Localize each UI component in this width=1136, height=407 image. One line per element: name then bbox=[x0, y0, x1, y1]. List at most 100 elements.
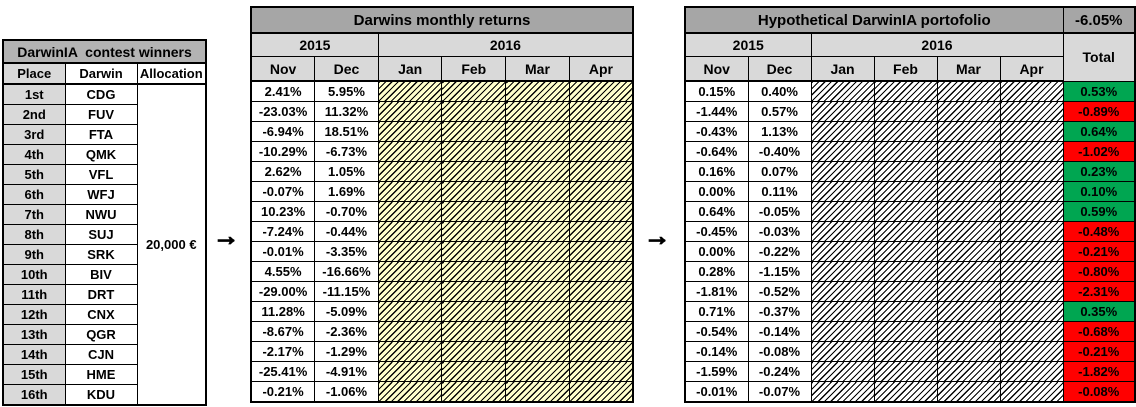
future-month-cell bbox=[377, 361, 443, 382]
darwin-cell: SUJ bbox=[64, 224, 138, 245]
return-cell-dec: -1.29% bbox=[314, 341, 379, 362]
month-header-apr: Apr bbox=[568, 56, 634, 82]
table-row: 5th VFL bbox=[2, 164, 206, 185]
col-header-darwin: Darwin bbox=[64, 62, 138, 85]
future-month-cell bbox=[505, 341, 570, 362]
future-month-cell bbox=[936, 101, 1001, 122]
table-row: 2.62% 1.05% bbox=[250, 161, 634, 182]
row-total-cell: 0.10% bbox=[1062, 181, 1136, 202]
place-cell: 11th bbox=[2, 284, 66, 305]
return-cell-dec: 1.69% bbox=[314, 181, 379, 202]
table-row: 1st CDG 20,000 € bbox=[2, 83, 207, 406]
future-month-cell bbox=[810, 101, 875, 122]
row-total-cell: -1.82% bbox=[1062, 361, 1136, 382]
future-month-cell bbox=[441, 201, 507, 222]
future-month-cell bbox=[999, 241, 1064, 262]
return-cell-nov: 0.71% bbox=[684, 301, 749, 322]
future-month-cell bbox=[810, 181, 875, 202]
table-row: 0.71% -0.37% 0.35% bbox=[684, 301, 1136, 322]
future-month-cell bbox=[936, 281, 1001, 302]
future-month-cell bbox=[873, 301, 938, 322]
return-cell-nov: -0.07% bbox=[250, 181, 316, 202]
future-month-cell bbox=[936, 301, 1001, 322]
table-row: -6.94% 18.51% bbox=[250, 121, 634, 142]
future-month-cell bbox=[936, 201, 1001, 222]
place-cell: 16th bbox=[2, 384, 66, 406]
future-month-cell bbox=[810, 341, 875, 362]
future-month-cell bbox=[441, 221, 507, 242]
future-month-cell bbox=[505, 301, 570, 322]
month-header-nov: Nov bbox=[250, 56, 316, 82]
future-month-cell bbox=[377, 201, 443, 222]
future-month-cell bbox=[999, 141, 1064, 162]
return-cell-nov: -29.00% bbox=[250, 281, 316, 302]
future-month-cell bbox=[936, 221, 1001, 242]
future-month-cell bbox=[568, 361, 634, 382]
row-total-cell: 0.64% bbox=[1062, 121, 1136, 142]
row-total-cell: 0.35% bbox=[1062, 301, 1136, 322]
future-month-cell bbox=[873, 381, 938, 403]
future-month-cell bbox=[505, 141, 570, 162]
return-cell-nov: -0.45% bbox=[684, 221, 749, 242]
future-month-cell bbox=[873, 141, 938, 162]
future-month-cell bbox=[568, 241, 634, 262]
table-row: 10.23% -0.70% bbox=[250, 201, 634, 222]
return-cell-dec: 0.57% bbox=[747, 101, 812, 122]
future-month-cell bbox=[999, 121, 1064, 142]
future-month-cell bbox=[568, 221, 634, 242]
future-month-cell bbox=[441, 241, 507, 262]
table-row: 11.28% -5.09% bbox=[250, 301, 634, 322]
col-header-place: Place bbox=[2, 62, 66, 85]
return-cell-nov: -0.21% bbox=[250, 381, 316, 403]
future-month-cell bbox=[441, 341, 507, 362]
table-row: 0.28% -1.15% -0.80% bbox=[684, 261, 1136, 282]
future-month-cell bbox=[441, 161, 507, 182]
table-row: 10th BIV bbox=[2, 264, 206, 285]
future-month-cell bbox=[377, 101, 443, 122]
future-month-cell bbox=[873, 281, 938, 302]
month-header-mar: Mar bbox=[505, 56, 570, 82]
future-month-cell bbox=[377, 281, 443, 302]
darwin-cell: WFJ bbox=[64, 184, 138, 205]
return-cell-nov: -0.01% bbox=[684, 381, 749, 403]
future-month-cell bbox=[873, 121, 938, 142]
return-cell-nov: 0.64% bbox=[684, 201, 749, 222]
future-month-cell bbox=[377, 80, 443, 102]
future-month-cell bbox=[441, 361, 507, 382]
future-month-cell bbox=[377, 161, 443, 182]
future-month-cell bbox=[441, 141, 507, 162]
future-month-cell bbox=[568, 121, 634, 142]
return-cell-nov: -10.29% bbox=[250, 141, 316, 162]
table-row: 8th SUJ bbox=[2, 224, 206, 245]
future-month-cell bbox=[441, 281, 507, 302]
future-month-cell bbox=[810, 281, 875, 302]
table-row: -0.64% -0.40% -1.02% bbox=[684, 141, 1136, 162]
future-month-cell bbox=[505, 321, 570, 342]
future-month-cell bbox=[810, 261, 875, 282]
future-month-cell bbox=[999, 261, 1064, 282]
darwin-cell: FTA bbox=[64, 124, 138, 145]
return-cell-dec: -4.91% bbox=[314, 361, 379, 382]
future-month-cell bbox=[377, 121, 443, 142]
future-month-cell bbox=[810, 161, 875, 182]
future-month-cell bbox=[377, 301, 443, 322]
future-month-cell bbox=[936, 121, 1001, 142]
place-cell: 6th bbox=[2, 184, 66, 205]
future-month-cell bbox=[873, 261, 938, 282]
darwin-cell: QMK bbox=[64, 144, 138, 165]
month-header-row: Nov Dec Jan Feb Mar Apr bbox=[684, 56, 1135, 82]
darwin-cell: CNX bbox=[64, 304, 138, 325]
return-cell-dec: -5.09% bbox=[314, 301, 379, 322]
future-month-cell bbox=[568, 201, 634, 222]
table-row: -0.14% -0.08% -0.21% bbox=[684, 341, 1136, 362]
monthly-title: Darwins monthly returns bbox=[250, 6, 634, 34]
return-cell-dec: -0.14% bbox=[747, 321, 812, 342]
place-cell: 10th bbox=[2, 264, 66, 285]
return-cell-nov: 2.41% bbox=[250, 80, 316, 102]
place-cell: 7th bbox=[2, 204, 66, 225]
future-month-cell bbox=[441, 301, 507, 322]
future-month-cell bbox=[568, 321, 634, 342]
portfolio-title-row: Hypothetical DarwinIA portofolio -6.05% bbox=[684, 6, 1136, 34]
return-cell-nov: 4.55% bbox=[250, 261, 316, 282]
